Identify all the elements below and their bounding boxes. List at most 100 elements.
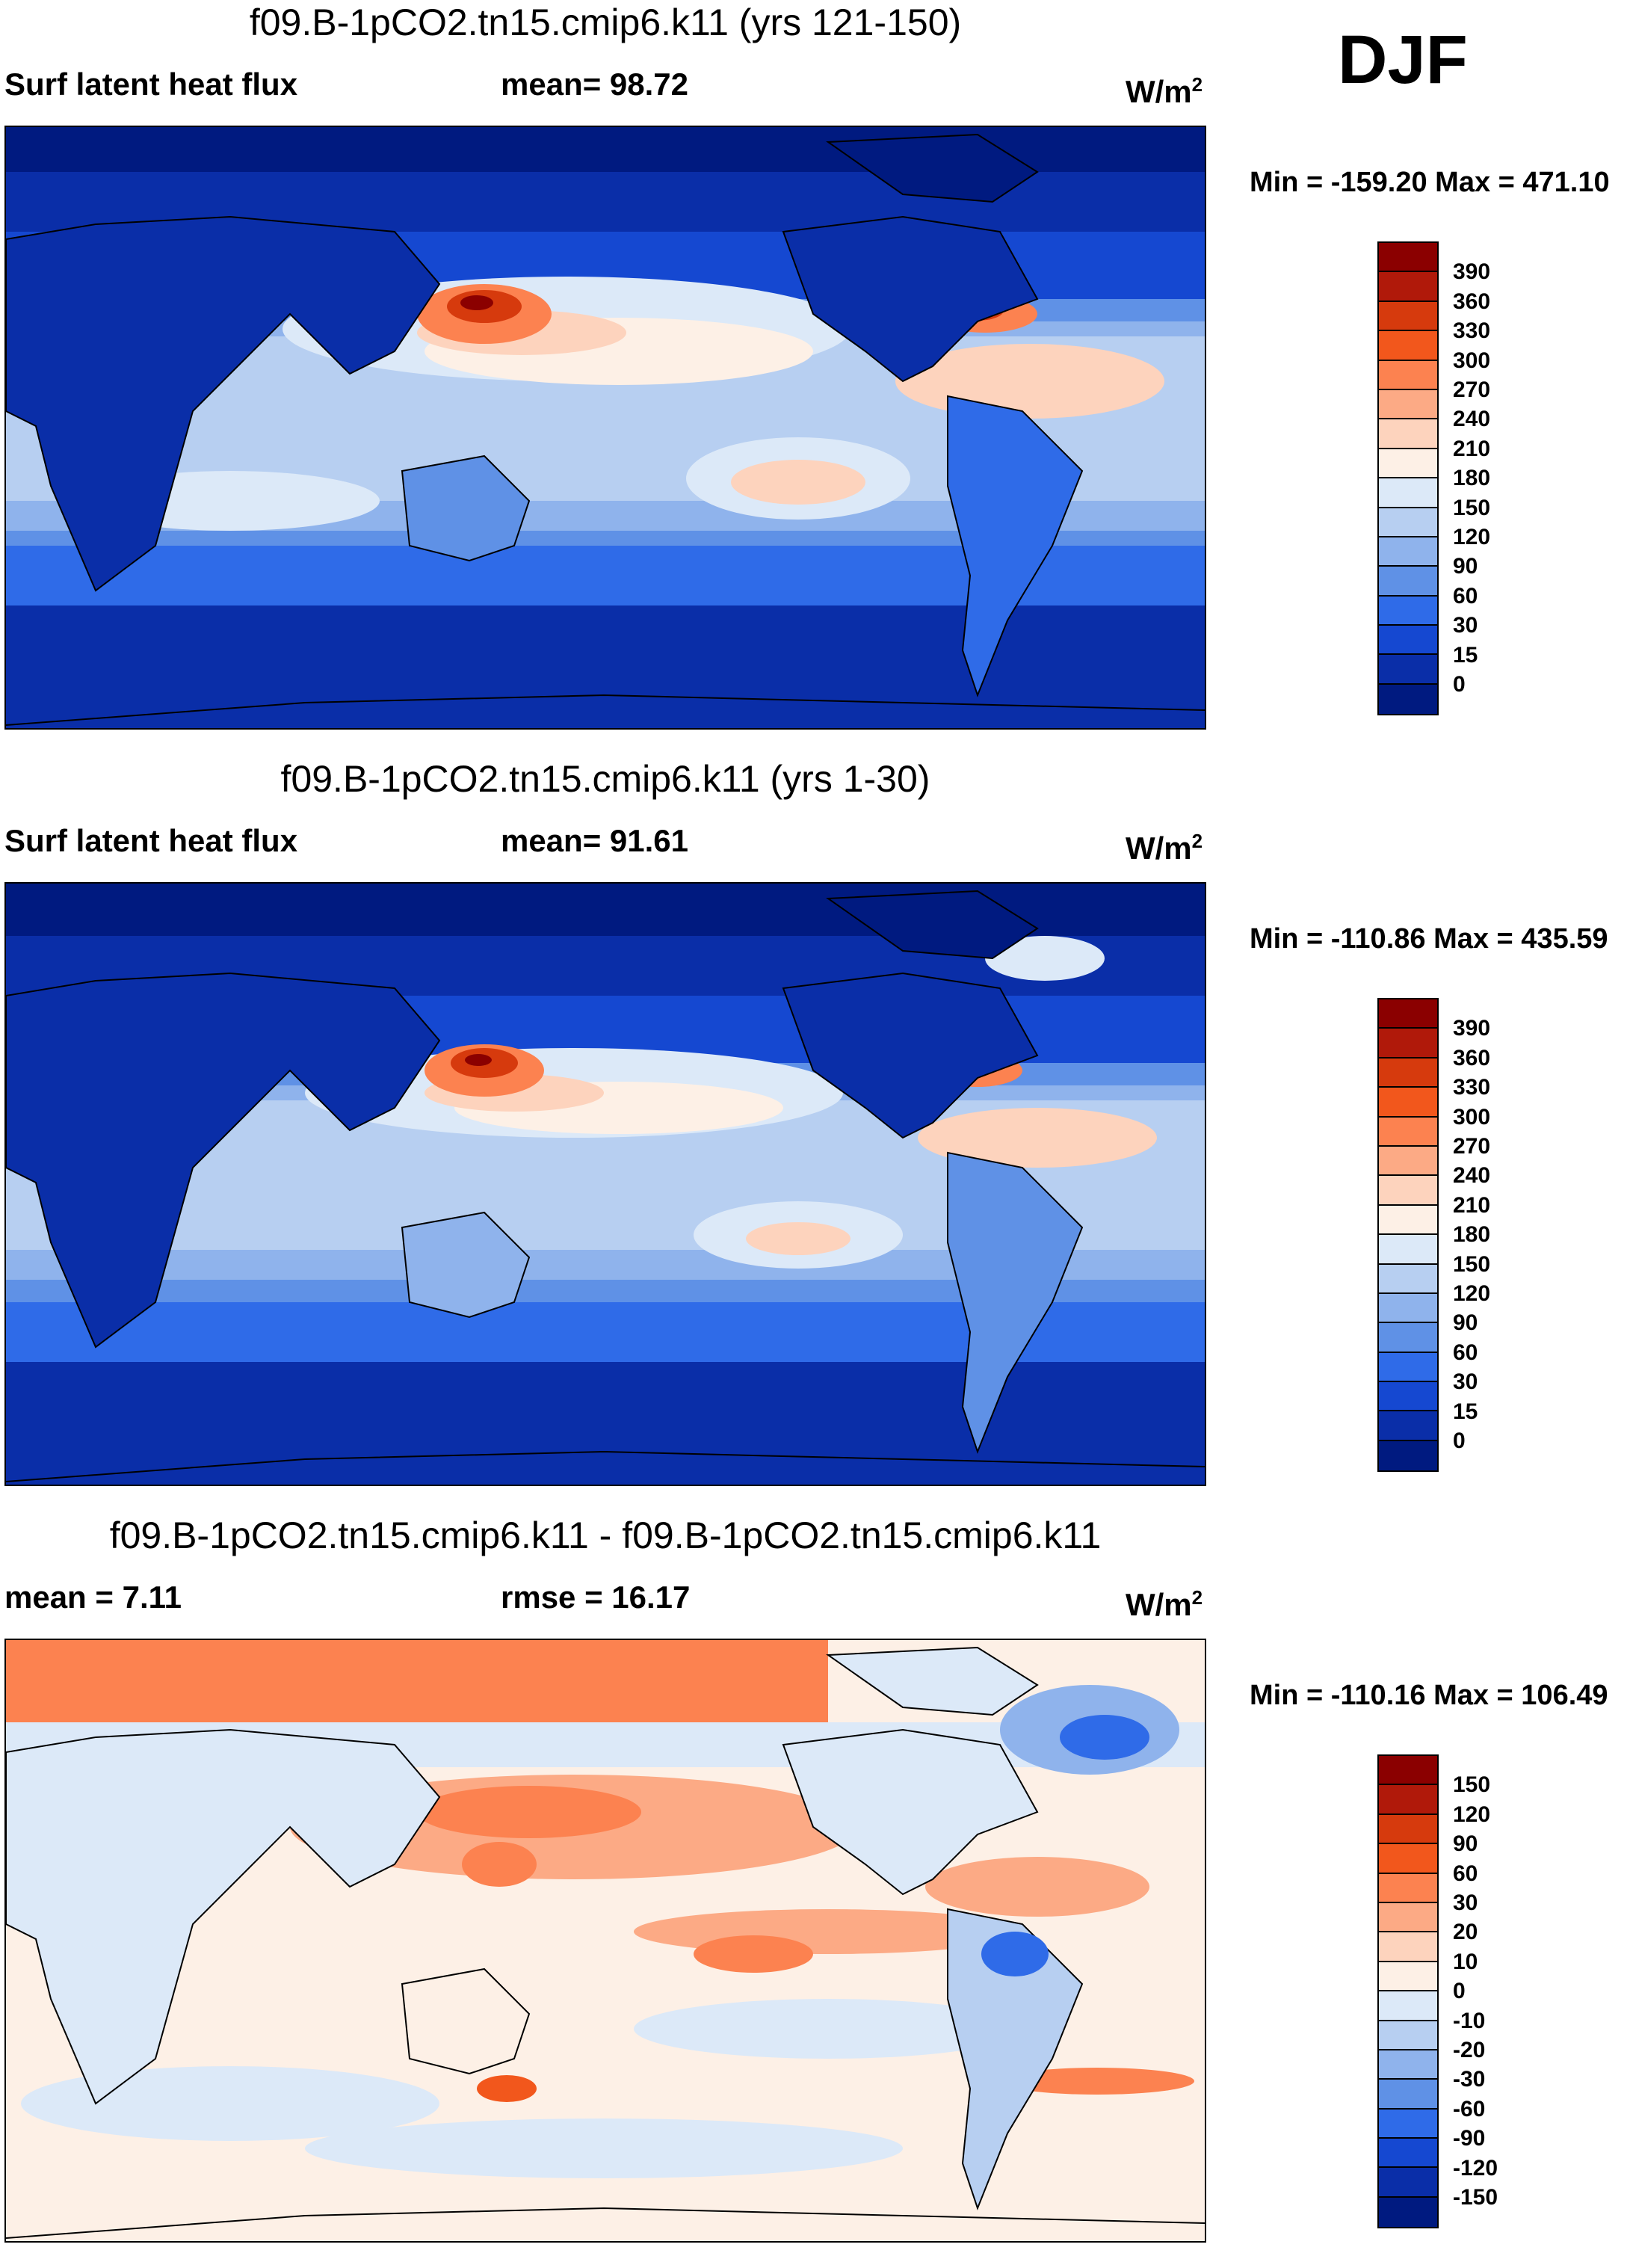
colorbar-box bbox=[1379, 508, 1437, 537]
colorbar-box bbox=[1379, 478, 1437, 508]
colorbar-box bbox=[1379, 2109, 1437, 2139]
map-panel-yrs-121-150: f09.B-1pCO2.tn15.cmip6.k11 (yrs 121-150)… bbox=[0, 0, 1630, 755]
colorbar-box bbox=[1379, 1293, 1437, 1324]
colorbar bbox=[1377, 998, 1439, 1473]
colorbar-tick-label: 240 bbox=[1453, 1163, 1491, 1189]
units-label: W/m2 bbox=[1126, 73, 1203, 109]
colorbar-box bbox=[1379, 2050, 1437, 2080]
colorbar-box bbox=[1379, 655, 1437, 685]
colorbar-box bbox=[1379, 1902, 1437, 1933]
rmse-label: rmse = 16.17 bbox=[501, 1580, 691, 1615]
colorbar-box bbox=[1379, 1323, 1437, 1353]
colorbar-tick-label: 300 bbox=[1453, 1104, 1491, 1130]
variable-label: Surf latent heat flux bbox=[4, 823, 298, 858]
colorbar-tick-label: 360 bbox=[1453, 1045, 1491, 1070]
colorbar-box bbox=[1379, 1117, 1437, 1147]
colorbar-tick-label: 60 bbox=[1453, 583, 1478, 608]
difference-map bbox=[4, 1639, 1206, 2243]
colorbar bbox=[1377, 1754, 1439, 2229]
colorbar-box bbox=[1379, 301, 1437, 332]
colorbar-box bbox=[1379, 331, 1437, 361]
colorbar-box bbox=[1379, 1991, 1437, 2021]
colorbar-tick-label: 330 bbox=[1453, 318, 1491, 344]
colorbar-box bbox=[1379, 1756, 1437, 1786]
colorbar-box bbox=[1379, 537, 1437, 567]
colorbar-tick-label: 390 bbox=[1453, 1016, 1491, 1041]
colorbar-box bbox=[1379, 1264, 1437, 1294]
colorbar-box bbox=[1379, 449, 1437, 479]
colorbar-tick-label: 270 bbox=[1453, 378, 1491, 402]
colorbar-box bbox=[1379, 360, 1437, 390]
colorbar-box bbox=[1379, 1873, 1437, 1903]
colorbar-box bbox=[1379, 1205, 1437, 1236]
colorbar-box bbox=[1379, 1029, 1437, 1058]
colorbar-box bbox=[1379, 1352, 1437, 1383]
mean-label: mean = 7.11 bbox=[4, 1580, 182, 1615]
colorbar-tick-label: 30 bbox=[1453, 613, 1478, 638]
colorbar-tick-label: 360 bbox=[1453, 289, 1491, 314]
colorbar-tick-label: 210 bbox=[1453, 1192, 1491, 1218]
latent-heat-flux-map bbox=[4, 126, 1206, 730]
colorbar-box bbox=[1379, 272, 1437, 302]
units-label: W/m2 bbox=[1126, 1586, 1203, 1622]
colorbar-tick-label: 120 bbox=[1453, 525, 1491, 549]
colorbar-tick-label: 210 bbox=[1453, 436, 1491, 461]
colorbar-tick-label: 15 bbox=[1453, 1399, 1478, 1424]
colorbar-tick-label: 15 bbox=[1453, 642, 1478, 668]
colorbar-tick-label: -30 bbox=[1453, 2067, 1486, 2092]
colorbar-box bbox=[1379, 567, 1437, 597]
mean-label: mean= 98.72 bbox=[501, 67, 689, 102]
colorbar-tick-label: 90 bbox=[1453, 554, 1478, 579]
variable-label: Surf latent heat flux bbox=[4, 67, 298, 102]
colorbar-box bbox=[1379, 1235, 1437, 1265]
colorbar-box bbox=[1379, 2080, 1437, 2110]
colorbar-tick-label: 330 bbox=[1453, 1075, 1491, 1100]
panel-title: f09.B-1pCO2.tn15.cmip6.k11 (yrs 1-30) bbox=[280, 758, 930, 800]
colorbar-tick-label: 0 bbox=[1453, 1979, 1466, 2004]
colorbar-tick-label: 60 bbox=[1453, 1340, 1478, 1365]
colorbar-tick-label: 90 bbox=[1453, 1310, 1478, 1336]
panel-title: f09.B-1pCO2.tn15.cmip6.k11 (yrs 121-150) bbox=[249, 1, 962, 43]
colorbar-tick-label: 120 bbox=[1453, 1802, 1491, 1827]
colorbar-tick-label: 240 bbox=[1453, 407, 1491, 432]
map-panel-difference: f09.B-1pCO2.tn15.cmip6.k11 - f09.B-1pCO2… bbox=[0, 1513, 1630, 2268]
colorbar-box bbox=[1379, 1411, 1437, 1441]
colorbar-box bbox=[1379, 684, 1437, 715]
colorbar-tick-label: -150 bbox=[1453, 2185, 1498, 2210]
colorbar-tick-label: -10 bbox=[1453, 2008, 1486, 2033]
colorbar-tick-label: 180 bbox=[1453, 1222, 1491, 1248]
colorbar-tick-label: 120 bbox=[1453, 1281, 1491, 1306]
colorbar-box bbox=[1379, 2168, 1437, 2198]
min-max-label: Min = -159.20 Max = 471.10 bbox=[1250, 167, 1610, 198]
map-panel-yrs-1-30: f09.B-1pCO2.tn15.cmip6.k11 (yrs 1-30) Su… bbox=[0, 756, 1630, 1512]
colorbar-tick-label: -90 bbox=[1453, 2126, 1486, 2151]
colorbar-box bbox=[1379, 1785, 1437, 1815]
colorbar-box bbox=[1379, 2021, 1437, 2050]
colorbar-box bbox=[1379, 1962, 1437, 1992]
colorbar-tick-label: 10 bbox=[1453, 1949, 1478, 1974]
colorbar-tick-label: 30 bbox=[1453, 1369, 1478, 1395]
colorbar-tick-label: 60 bbox=[1453, 1861, 1478, 1886]
colorbar-box bbox=[1379, 2197, 1437, 2228]
colorbar-box bbox=[1379, 2139, 1437, 2169]
colorbar-box bbox=[1379, 1088, 1437, 1118]
colorbar-box bbox=[1379, 626, 1437, 656]
colorbar-tick-label: 0 bbox=[1453, 1429, 1466, 1453]
season-label: DJF bbox=[1338, 22, 1468, 98]
colorbar-tick-label: 150 bbox=[1453, 1772, 1491, 1798]
colorbar-tick-label: 180 bbox=[1453, 466, 1491, 491]
colorbar-box bbox=[1379, 1932, 1437, 1962]
colorbar-tick-label: 90 bbox=[1453, 1831, 1478, 1857]
colorbar-box bbox=[1379, 999, 1437, 1029]
min-max-label: Min = -110.16 Max = 106.49 bbox=[1250, 1680, 1608, 1711]
colorbar-box bbox=[1379, 1176, 1437, 1206]
mean-label: mean= 91.61 bbox=[501, 823, 689, 858]
colorbar bbox=[1377, 241, 1439, 716]
colorbar-tick-label: 270 bbox=[1453, 1134, 1491, 1159]
colorbar-tick-label: 20 bbox=[1453, 1920, 1478, 1945]
colorbar-box bbox=[1379, 1382, 1437, 1412]
colorbar-box bbox=[1379, 1814, 1437, 1845]
colorbar-tick-label: 150 bbox=[1453, 495, 1491, 520]
colorbar-box bbox=[1379, 419, 1437, 449]
colorbar-box bbox=[1379, 243, 1437, 273]
